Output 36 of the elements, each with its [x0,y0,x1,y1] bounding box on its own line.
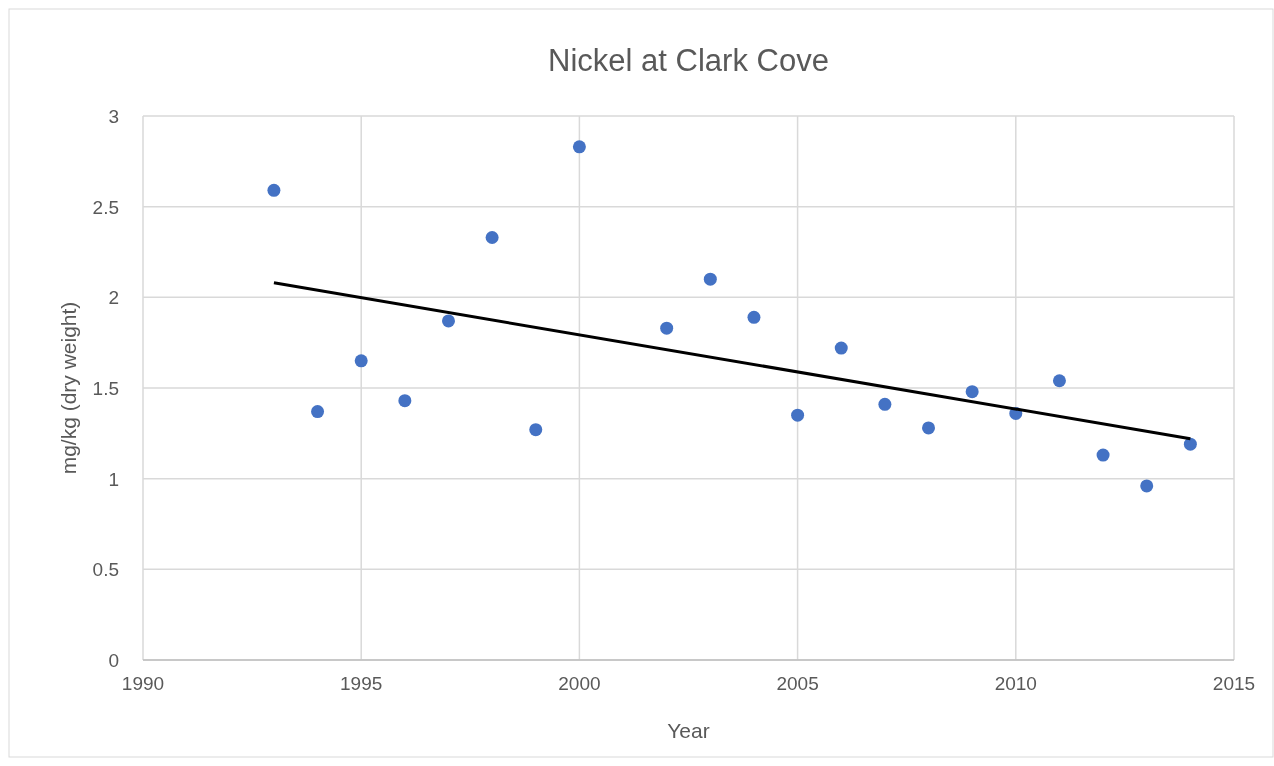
x-tick-label: 2010 [994,673,1037,694]
x-tick-label: 2005 [776,673,819,694]
y-tick-label: 2 [108,287,119,309]
x-tick-label: 2015 [1212,673,1256,694]
point [485,230,499,244]
point [398,394,412,408]
point [660,321,674,335]
y-tick-label: 1.5 [92,378,119,399]
y-tick-label: 3 [108,106,119,127]
y-tick-label: 0 [108,650,119,671]
point [922,421,936,435]
y-axis-title: mg/kg (dry weight) [57,301,80,475]
x-axis-title: Year [667,719,710,742]
point [1183,437,1197,451]
point [1096,448,1110,462]
point [1140,479,1154,493]
point [791,408,805,422]
point [878,397,892,411]
point [965,385,979,399]
point [354,354,368,368]
point [834,341,848,355]
y-tick-label: 1 [108,468,119,490]
point [267,183,281,197]
point [747,310,761,324]
y-tick-label: 0.5 [92,559,119,581]
point [311,405,325,419]
point [441,314,455,328]
point [703,272,717,286]
point [1052,374,1066,388]
x-tick-label: 2000 [558,673,601,694]
chart-title: Nickel at Clark Cove [548,43,829,78]
x-tick-label: 1990 [121,673,165,694]
point [572,140,586,154]
y-tick-label: 2.5 [92,196,119,218]
x-tick-label: 1995 [340,673,383,694]
point [529,423,543,437]
